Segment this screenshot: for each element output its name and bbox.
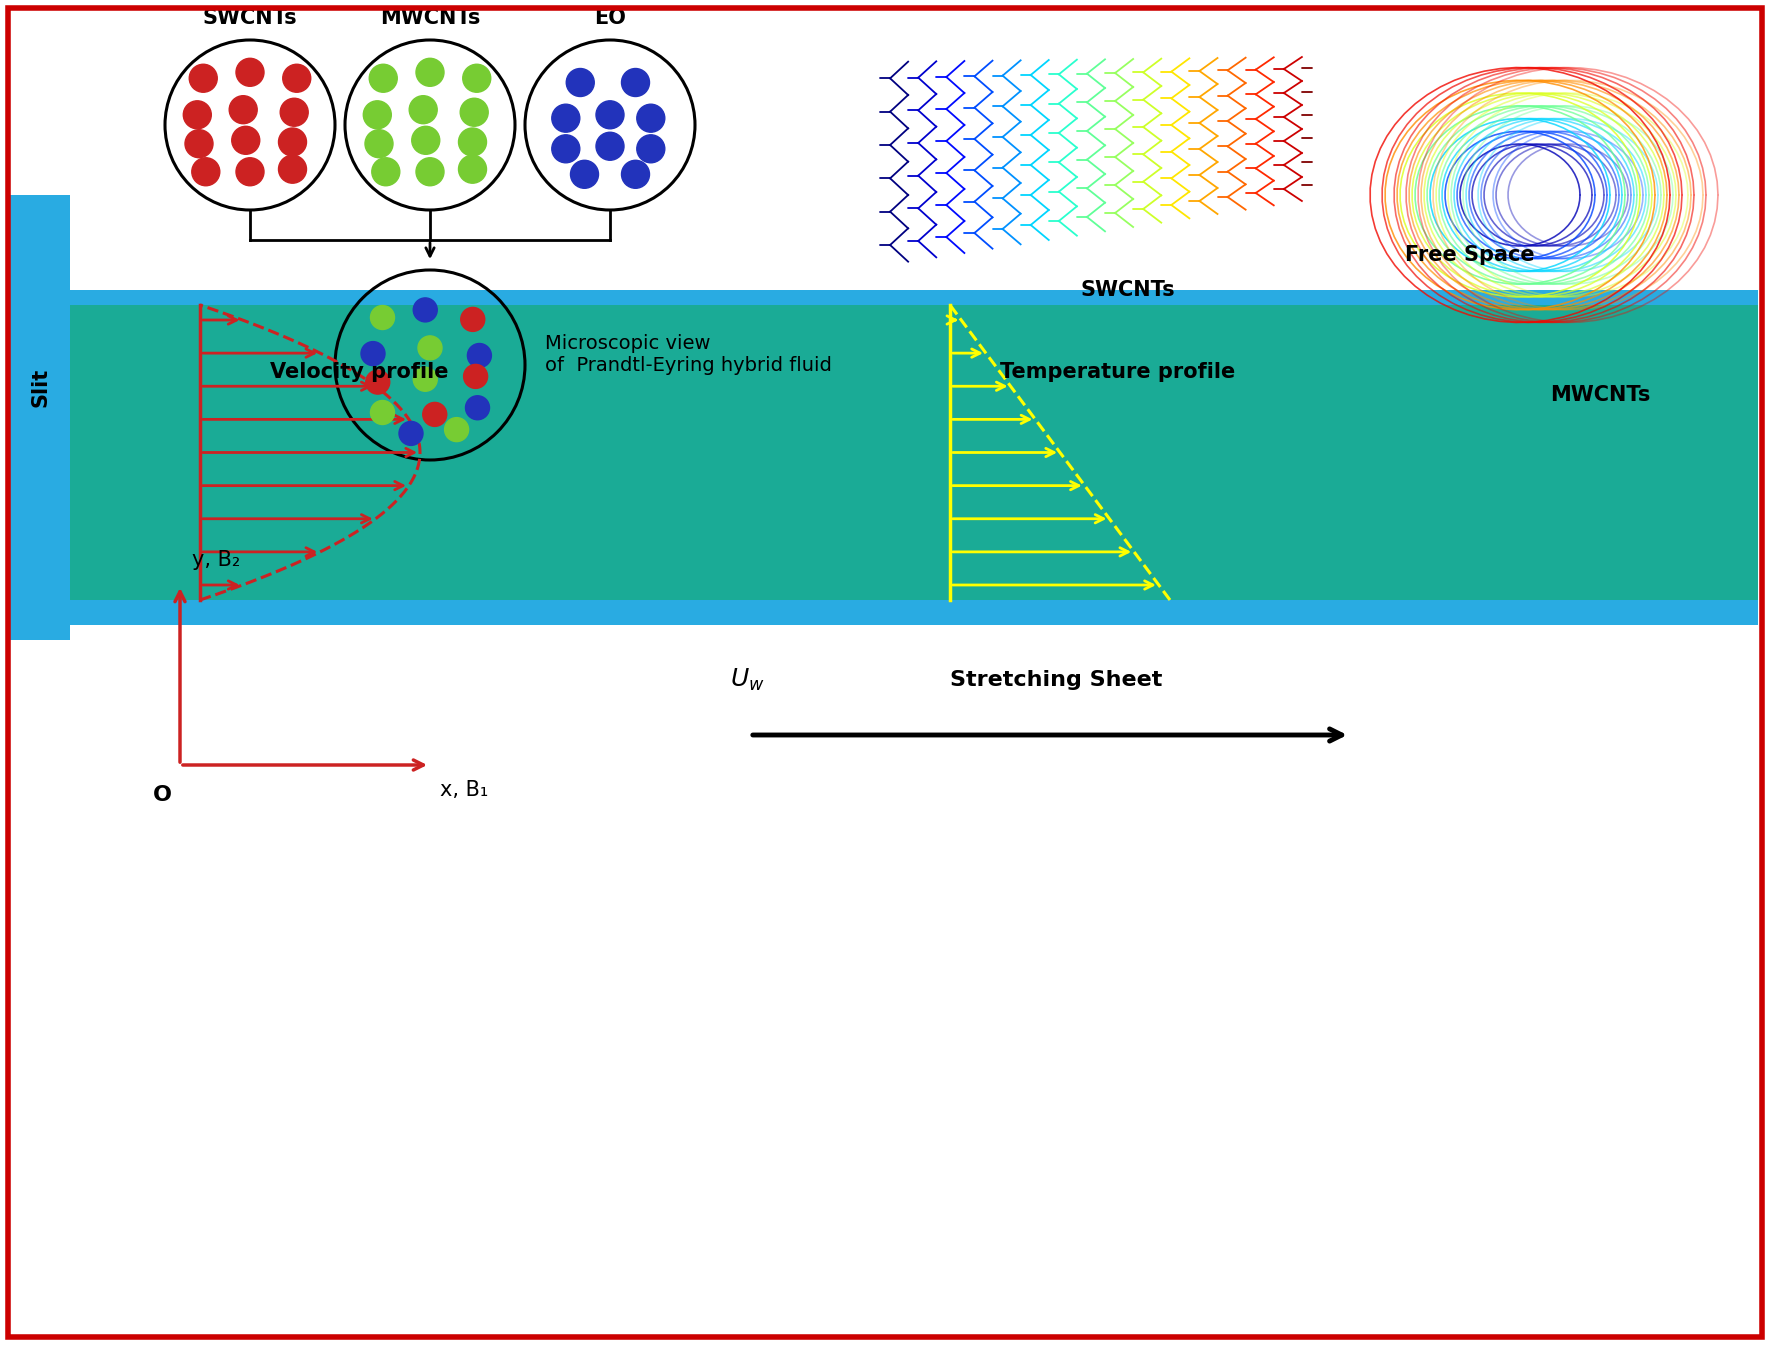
Circle shape — [370, 401, 395, 425]
Circle shape — [637, 104, 666, 132]
Circle shape — [416, 157, 444, 186]
Text: O: O — [152, 785, 172, 806]
Circle shape — [186, 129, 212, 157]
Circle shape — [460, 98, 489, 126]
Circle shape — [412, 297, 437, 321]
Circle shape — [363, 101, 391, 129]
Circle shape — [280, 98, 308, 126]
Circle shape — [361, 342, 386, 366]
Circle shape — [412, 367, 437, 391]
Text: Velocity profile: Velocity profile — [271, 363, 448, 382]
Circle shape — [191, 157, 219, 186]
Text: Free Space: Free Space — [1405, 245, 1535, 265]
Circle shape — [232, 126, 260, 155]
Circle shape — [596, 132, 625, 160]
Text: Temperature profile: Temperature profile — [1000, 363, 1235, 382]
Circle shape — [444, 417, 469, 441]
Text: MWCNTs: MWCNTs — [1551, 385, 1650, 405]
Circle shape — [552, 134, 581, 163]
Circle shape — [458, 128, 487, 156]
Text: SWCNTs: SWCNTs — [204, 8, 297, 28]
Circle shape — [235, 157, 264, 186]
Text: SWCNTs: SWCNTs — [1080, 280, 1175, 300]
Circle shape — [621, 160, 650, 188]
Circle shape — [235, 58, 264, 86]
Circle shape — [621, 69, 650, 97]
FancyBboxPatch shape — [11, 195, 71, 640]
Circle shape — [409, 95, 437, 124]
Circle shape — [467, 343, 492, 367]
Circle shape — [228, 95, 257, 124]
Circle shape — [460, 308, 485, 331]
FancyBboxPatch shape — [71, 291, 1758, 305]
Circle shape — [464, 364, 487, 389]
Text: $U_w$: $U_w$ — [729, 667, 765, 693]
Circle shape — [418, 336, 442, 360]
Circle shape — [466, 395, 490, 420]
Circle shape — [278, 155, 306, 183]
Circle shape — [278, 128, 306, 156]
Text: Stretching Sheet: Stretching Sheet — [950, 670, 1163, 690]
Circle shape — [189, 65, 218, 93]
Circle shape — [458, 155, 487, 183]
Circle shape — [283, 65, 312, 93]
Circle shape — [412, 126, 439, 155]
Circle shape — [570, 160, 598, 188]
FancyBboxPatch shape — [71, 305, 1758, 600]
FancyBboxPatch shape — [71, 600, 1758, 625]
Circle shape — [370, 65, 396, 93]
Text: EO: EO — [595, 8, 627, 28]
Circle shape — [423, 402, 446, 426]
Circle shape — [462, 65, 490, 93]
Circle shape — [596, 101, 625, 129]
Circle shape — [637, 134, 666, 163]
Text: y, B₂: y, B₂ — [191, 550, 241, 570]
Circle shape — [372, 157, 400, 186]
Circle shape — [366, 370, 389, 394]
Circle shape — [365, 129, 393, 157]
Text: Microscopic view
of  Prandtl-Eyring hybrid fluid: Microscopic view of Prandtl-Eyring hybri… — [545, 335, 832, 375]
Text: MWCNTs: MWCNTs — [381, 8, 480, 28]
Text: x, B₁: x, B₁ — [441, 780, 489, 800]
Circle shape — [370, 305, 395, 330]
Text: Slit: Slit — [30, 369, 50, 408]
Circle shape — [566, 69, 595, 97]
Circle shape — [398, 421, 423, 445]
Circle shape — [416, 58, 444, 86]
Circle shape — [184, 101, 211, 129]
Circle shape — [552, 104, 581, 132]
